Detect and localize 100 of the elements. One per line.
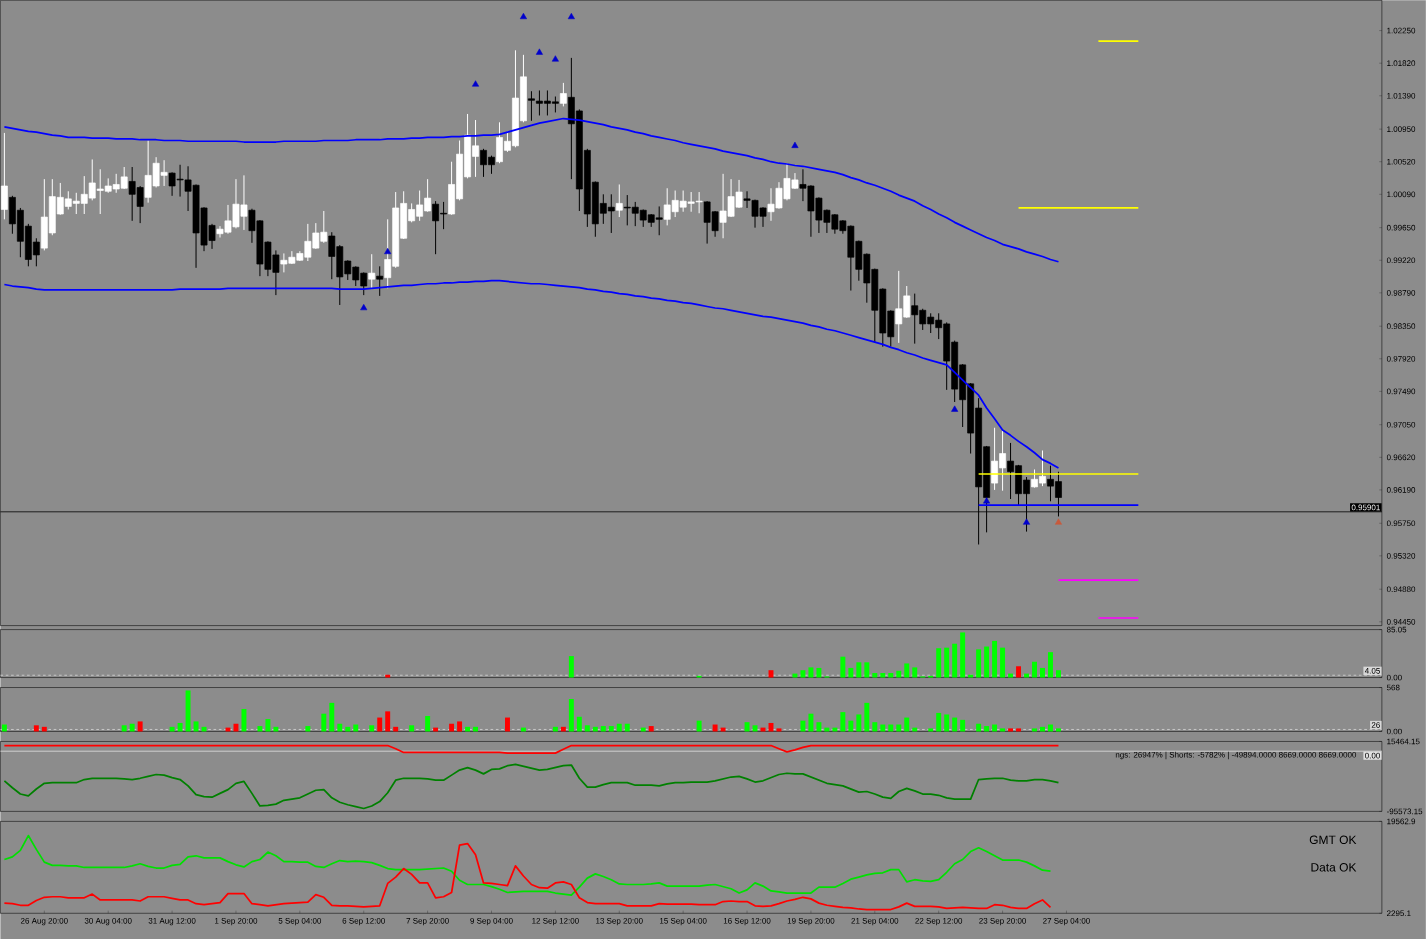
bar xyxy=(193,721,199,732)
bar xyxy=(1040,667,1045,678)
bar xyxy=(33,725,39,732)
bar xyxy=(976,723,982,732)
bar xyxy=(1000,647,1006,678)
bar xyxy=(928,728,934,732)
bar xyxy=(696,720,702,732)
point xyxy=(1023,518,1031,525)
bar xyxy=(1024,673,1030,678)
bar xyxy=(848,667,854,678)
bar xyxy=(960,719,966,732)
bar xyxy=(584,725,590,732)
point xyxy=(519,12,527,19)
bar xyxy=(377,717,383,732)
bar xyxy=(808,713,814,732)
candlestick xyxy=(368,253,376,290)
bar xyxy=(449,723,455,732)
bar xyxy=(241,708,247,732)
bar xyxy=(1032,661,1037,678)
bar xyxy=(233,723,239,732)
bar xyxy=(369,725,375,732)
bar xyxy=(952,717,958,732)
bar xyxy=(848,720,854,732)
bar xyxy=(337,723,343,732)
bar xyxy=(808,667,814,678)
bar xyxy=(952,643,958,678)
bar xyxy=(1056,670,1061,678)
bar xyxy=(129,723,135,732)
bar xyxy=(936,648,942,678)
bar xyxy=(505,717,510,732)
bar xyxy=(904,717,910,732)
annotation: GMT OK xyxy=(1309,835,1357,844)
point xyxy=(472,80,480,87)
point xyxy=(951,405,959,412)
bar xyxy=(896,670,902,678)
bar xyxy=(984,646,990,678)
bar xyxy=(568,656,574,678)
candlestick xyxy=(0,132,8,220)
point xyxy=(1054,518,1062,525)
bar xyxy=(816,667,822,678)
point xyxy=(551,55,559,62)
bar xyxy=(800,720,806,732)
bar xyxy=(257,725,263,732)
bar xyxy=(968,674,974,678)
candlestick xyxy=(615,183,623,218)
bar xyxy=(608,725,614,732)
bar xyxy=(425,715,431,732)
bar xyxy=(329,702,335,732)
bar xyxy=(800,670,806,678)
point xyxy=(983,497,991,504)
bar xyxy=(1056,728,1061,732)
bar xyxy=(385,711,391,732)
bar xyxy=(992,640,998,678)
bar xyxy=(576,716,582,732)
bar xyxy=(177,722,183,732)
point xyxy=(535,48,543,55)
bar xyxy=(1016,666,1022,678)
bar xyxy=(409,725,415,732)
point xyxy=(791,141,799,148)
bar xyxy=(1032,728,1037,732)
bar xyxy=(1000,728,1006,732)
bar xyxy=(624,723,630,732)
bar xyxy=(872,722,878,732)
bar xyxy=(856,662,862,678)
bar xyxy=(936,712,942,732)
bar xyxy=(856,714,862,732)
bar xyxy=(872,672,878,678)
point xyxy=(567,12,575,19)
bar xyxy=(265,718,271,732)
bar xyxy=(1016,728,1022,732)
bar xyxy=(944,714,950,732)
point xyxy=(360,303,368,311)
bar xyxy=(864,702,870,732)
bar xyxy=(984,725,990,732)
candlestick xyxy=(376,265,384,297)
bar xyxy=(1048,652,1053,678)
bar xyxy=(457,721,463,732)
bar xyxy=(744,722,750,732)
bar xyxy=(121,725,127,732)
bar xyxy=(944,647,950,678)
bar xyxy=(1008,728,1014,732)
annotation: Data OK xyxy=(1311,862,1357,872)
bar xyxy=(385,674,391,678)
bar xyxy=(904,663,910,678)
bar xyxy=(305,725,311,732)
bar xyxy=(648,725,654,732)
bar xyxy=(792,673,798,678)
bar xyxy=(616,723,622,732)
bar xyxy=(880,672,886,678)
bar xyxy=(816,722,822,732)
bar xyxy=(840,656,846,678)
bar xyxy=(185,690,191,732)
point xyxy=(384,247,392,254)
bar xyxy=(600,725,606,732)
bar xyxy=(840,712,846,732)
bar xyxy=(864,662,870,678)
bar xyxy=(568,698,574,732)
bar xyxy=(888,672,894,678)
bar xyxy=(752,725,758,732)
bar xyxy=(960,632,966,678)
